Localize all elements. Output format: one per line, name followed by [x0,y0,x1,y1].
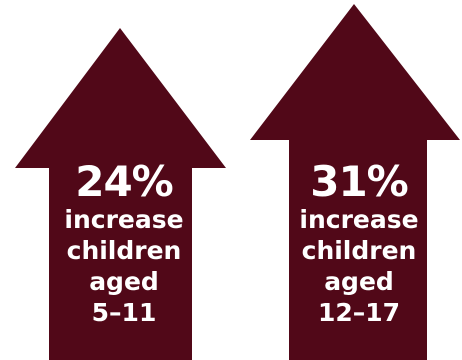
percent-label: 24% [75,157,174,206]
stat-12-17: 31% increase children aged 12–17 [290,160,428,328]
percent-label: 31% [310,157,409,206]
stat-5-11: 24% increase children aged 5–11 [60,160,188,328]
stat-line-3: aged [89,267,159,296]
stat-line-2: children [66,236,182,265]
stat-line-1: increase [64,205,184,234]
up-arrow-icon [250,4,460,360]
stat-line-2: children [301,236,417,265]
stat-line-1: increase [299,205,419,234]
stat-line-3: aged [324,267,394,296]
up-arrow-icon [15,28,226,360]
stat-line-4: 12–17 [317,298,401,327]
stat-line-4: 5–11 [91,298,157,327]
